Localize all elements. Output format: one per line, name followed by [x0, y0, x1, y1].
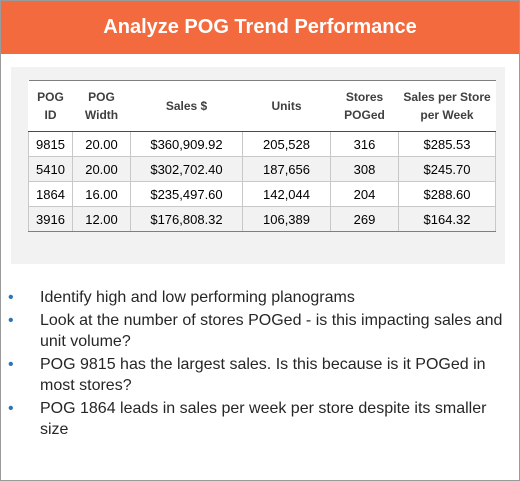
cell-pog-width: 20.00	[72, 131, 131, 157]
table-header-row: POG ID POG Width Sales $ Units Stores POGed…	[28, 80, 496, 132]
cell-pog-width: 20.00	[72, 156, 131, 182]
table-row: 3916 12.00 $176,808.32 106,389 269 $164.…	[28, 206, 496, 232]
cell-pog-id: 1864	[28, 181, 73, 207]
bullet-text: POG 9815 has the largest sales. Is this …	[40, 356, 486, 394]
list-item: • Look at the number of stores POGed - i…	[5, 310, 509, 352]
header-bar: Analyze POG Trend Performance	[1, 1, 519, 54]
cell-units: 142,044	[242, 181, 331, 207]
table-row: 9815 20.00 $360,909.92 205,528 316 $285.…	[28, 131, 496, 157]
cell-stores-poged: 316	[330, 131, 399, 157]
cell-units: 187,656	[242, 156, 331, 182]
table-panel: POG ID POG Width Sales $ Units Stores POGed…	[11, 67, 505, 264]
col-header-pog-id: POG ID	[28, 80, 73, 132]
cell-sales-per-store-week: $288.60	[398, 181, 496, 207]
cell-units: 106,389	[242, 206, 331, 232]
cell-pog-width: 16.00	[72, 181, 131, 207]
col-header-units: Units	[242, 80, 331, 132]
cell-sales-per-store-week: $164.32	[398, 206, 496, 232]
bullet-text: Identify high and low performing planogr…	[40, 289, 355, 306]
list-item: • POG 9815 has the largest sales. Is thi…	[5, 354, 509, 396]
cell-units: 205,528	[242, 131, 331, 157]
cell-sales: $360,909.92	[130, 131, 243, 157]
pog-performance-table: POG ID POG Width Sales $ Units Stores POGed…	[28, 80, 496, 232]
bullet-dot-icon: •	[8, 312, 14, 329]
bullet-text: Look at the number of stores POGed - is …	[40, 312, 503, 350]
table-row: 1864 16.00 $235,497.60 142,044 204 $288.…	[28, 181, 496, 207]
bullet-dot-icon: •	[8, 400, 14, 417]
bullet-dot-icon: •	[8, 356, 14, 373]
col-header-sales-per-store-week: Sales per Store per Week	[398, 80, 496, 132]
insight-bullet-list: • Identify high and low performing plano…	[5, 287, 509, 442]
col-header-stores-poged: Stores POGed	[330, 80, 399, 132]
cell-pog-id: 5410	[28, 156, 73, 182]
bullet-dot-icon: •	[8, 289, 14, 306]
cell-sales: $235,497.60	[130, 181, 243, 207]
cell-pog-width: 12.00	[72, 206, 131, 232]
cell-sales: $302,702.40	[130, 156, 243, 182]
cell-sales: $176,808.32	[130, 206, 243, 232]
bullet-text: POG 1864 leads in sales per week per sto…	[40, 400, 487, 438]
cell-stores-poged: 308	[330, 156, 399, 182]
list-item: • Identify high and low performing plano…	[5, 287, 509, 308]
col-header-sales: Sales $	[130, 80, 243, 132]
cell-pog-id: 9815	[28, 131, 73, 157]
list-item: • POG 1864 leads in sales per week per s…	[5, 398, 509, 440]
cell-pog-id: 3916	[28, 206, 73, 232]
cell-sales-per-store-week: $285.53	[398, 131, 496, 157]
cell-sales-per-store-week: $245.70	[398, 156, 496, 182]
col-header-pog-width: POG Width	[72, 80, 131, 132]
cell-stores-poged: 204	[330, 181, 399, 207]
table-row: 5410 20.00 $302,702.40 187,656 308 $245.…	[28, 156, 496, 182]
cell-stores-poged: 269	[330, 206, 399, 232]
slide-title: Analyze POG Trend Performance	[103, 16, 417, 38]
